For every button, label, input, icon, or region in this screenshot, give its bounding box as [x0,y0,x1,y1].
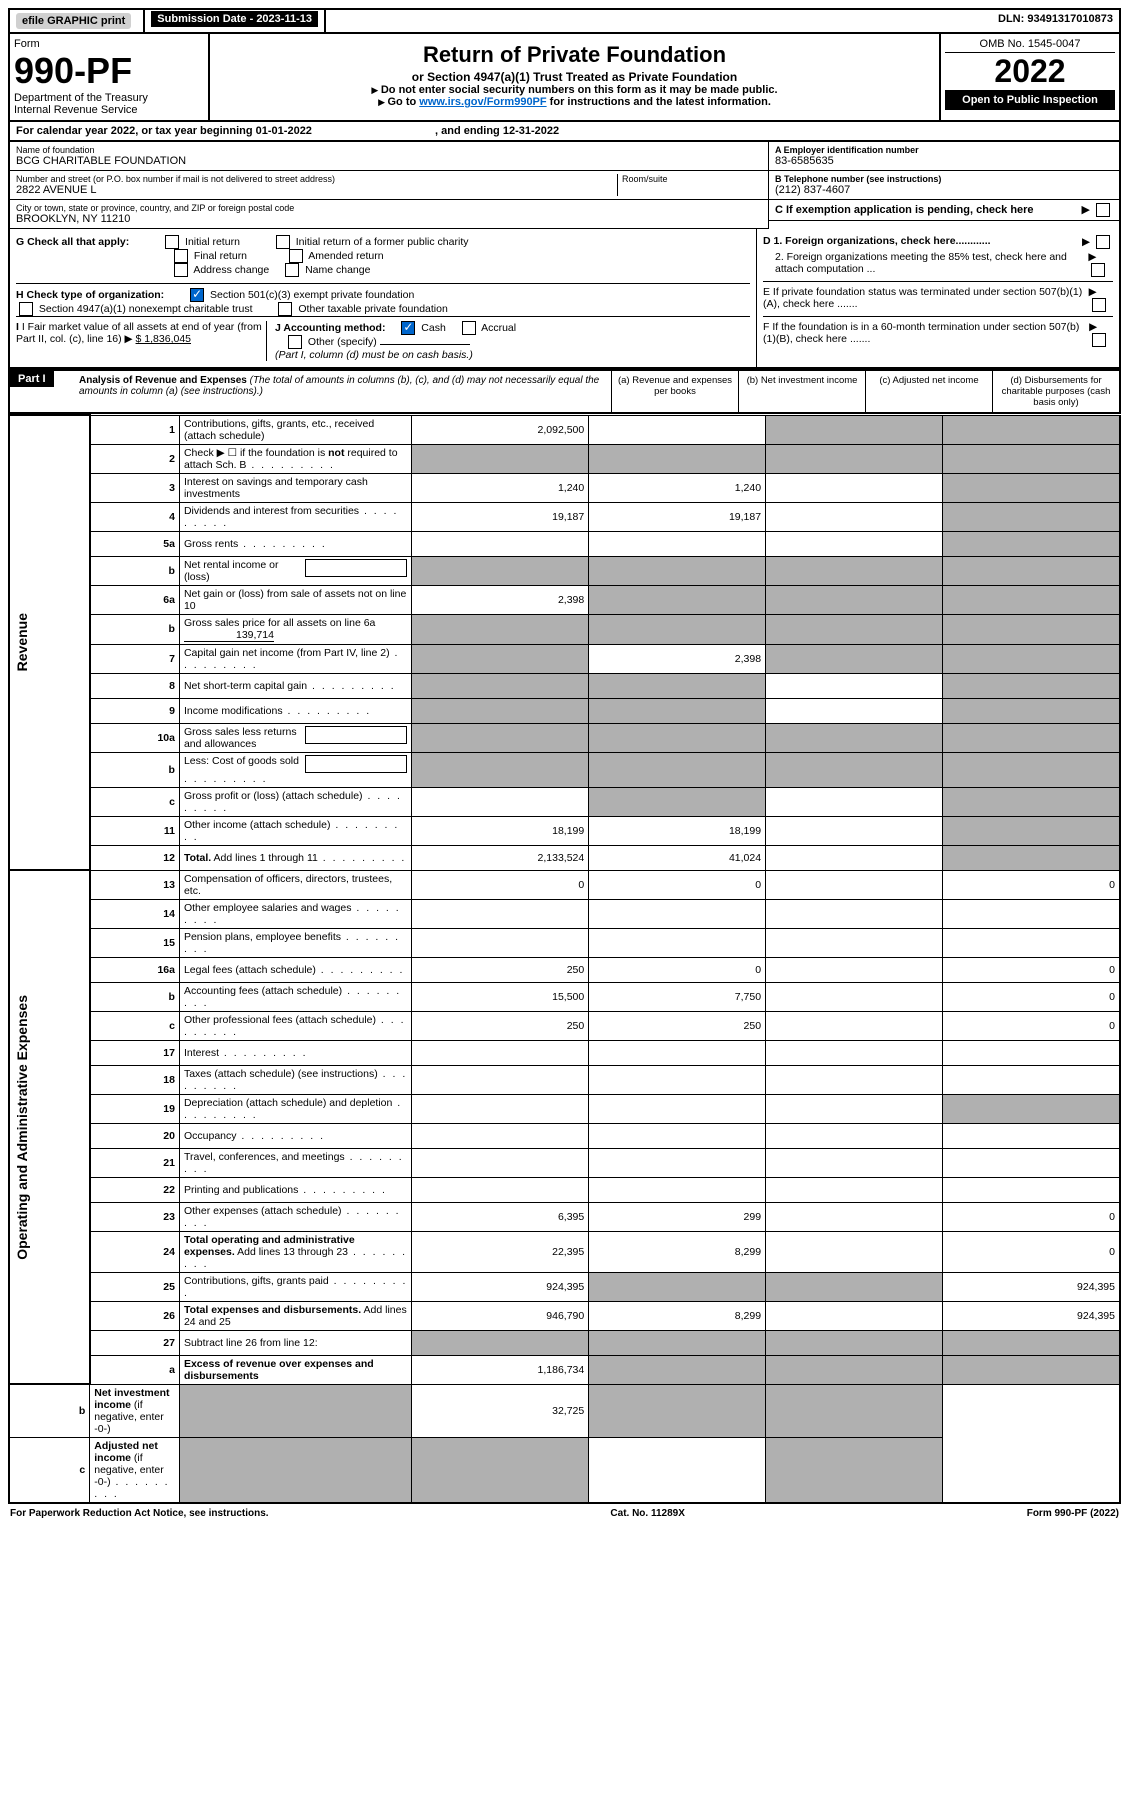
check-4947[interactable] [19,302,33,316]
form-title: Return of Private Foundation [216,42,933,68]
check-c[interactable] [1096,203,1110,217]
dept: Department of the Treasury [14,92,204,104]
table-row: 25Contributions, gifts, grants paid924,3… [9,1272,1120,1301]
check-amended[interactable] [289,249,303,263]
page-footer: For Paperwork Reduction Act Notice, see … [8,1504,1121,1523]
table-row: cOther professional fees (attach schedul… [9,1011,1120,1040]
col-c: (c) Adjusted net income [865,371,992,412]
table-row: bNet rental income or (loss) [9,556,1120,585]
table-row: 9Income modifications [9,698,1120,723]
form-label: Form [14,38,204,50]
table-row: 21Travel, conferences, and meetings [9,1148,1120,1177]
telephone: (212) 837-4607 [775,184,1113,196]
check-section: G Check all that apply: Initial return I… [8,229,1121,369]
note1: Do not enter social security numbers on … [381,84,778,96]
table-row: 4Dividends and interest from securities1… [9,502,1120,531]
check-initial-former[interactable] [276,235,290,249]
check-initial[interactable] [165,235,179,249]
address: 2822 AVENUE L [16,184,617,196]
fmv-value: $ 1,836,045 [136,333,191,345]
table-row: 17Interest [9,1040,1120,1065]
table-row: 22Printing and publications [9,1177,1120,1202]
efile-btn[interactable]: efile GRAPHIC print [16,13,131,29]
calendar-year-row: For calendar year 2022, or tax year begi… [8,122,1121,142]
table-row: bAccounting fees (attach schedule)15,500… [9,982,1120,1011]
revenue-label: Revenue [14,613,30,671]
city-state-zip: BROOKLYN, NY 11210 [16,213,762,225]
table-row: 12Total. Add lines 1 through 112,133,524… [9,845,1120,870]
entity-info: Name of foundation BCG CHARITABLE FOUNDA… [8,142,1121,229]
form-subtitle: or Section 4947(a)(1) Trust Treated as P… [216,70,933,84]
expenses-label: Operating and Administrative Expenses [14,995,30,1260]
table-row: aExcess of revenue over expenses and dis… [9,1355,1120,1384]
table-row: 11Other income (attach schedule)18,19918… [9,816,1120,845]
col-a: (a) Revenue and expenses per books [611,371,738,412]
table-row: 16aLegal fees (attach schedule)25000 [9,957,1120,982]
form-header: Form 990-PF Department of the Treasury I… [8,34,1121,122]
table-row: 14Other employee salaries and wages [9,899,1120,928]
check-501c3[interactable] [190,288,204,302]
table-row: 24Total operating and administrative exp… [9,1231,1120,1272]
table-row: bLess: Cost of goods sold [9,752,1120,787]
table-row: cAdjusted net income (if negative, enter… [9,1437,1120,1503]
dln: DLN: 93491317010873 [992,10,1119,32]
check-accrual[interactable] [462,321,476,335]
omb: OMB No. 1545-0047 [945,38,1115,53]
table-row: 18Taxes (attach schedule) (see instructi… [9,1065,1120,1094]
table-row: 20Occupancy [9,1123,1120,1148]
table-row: 5aGross rents [9,531,1120,556]
table-row: bGross sales price for all assets on lin… [9,614,1120,644]
tax-year: 2022 [945,53,1115,90]
form-number: 990-PF [14,50,204,92]
check-address[interactable] [174,263,188,277]
table-row: cGross profit or (loss) (attach schedule… [9,787,1120,816]
table-row: 6aNet gain or (loss) from sale of assets… [9,585,1120,614]
ein: 83-6585635 [775,155,1113,167]
analysis-table: Revenue1Contributions, gifts, grants, et… [8,414,1121,1504]
topbar: efile GRAPHIC print Submission Date - 20… [8,8,1121,34]
submission-badge: Submission Date - 2023-11-13 [151,11,318,27]
table-row: 2Check ▶ ☐ if the foundation is not requ… [9,444,1120,473]
table-row: Revenue1Contributions, gifts, grants, et… [9,415,1120,444]
col-d: (d) Disbursements for charitable purpose… [992,371,1119,412]
check-other-method[interactable] [288,335,302,349]
table-row: 8Net short-term capital gain [9,673,1120,698]
check-d1[interactable] [1096,235,1110,249]
irs-link[interactable]: www.irs.gov/Form990PF [419,96,546,108]
irs: Internal Revenue Service [14,104,204,116]
check-d2[interactable] [1091,263,1105,277]
table-row: 27Subtract line 26 from line 12: [9,1330,1120,1355]
table-row: 15Pension plans, employee benefits [9,928,1120,957]
check-cash[interactable] [401,321,415,335]
check-f[interactable] [1092,333,1106,347]
part1-header: Part I Analysis of Revenue and Expenses … [8,369,1121,414]
table-row: 26Total expenses and disbursements. Add … [9,1301,1120,1330]
check-final[interactable] [174,249,188,263]
foundation-name: BCG CHARITABLE FOUNDATION [16,155,762,167]
table-row: 3Interest on savings and temporary cash … [9,473,1120,502]
check-name[interactable] [285,263,299,277]
table-row: 23Other expenses (attach schedule)6,3952… [9,1202,1120,1231]
table-row: bNet investment income (if negative, ent… [9,1384,1120,1437]
check-other-tax[interactable] [278,302,292,316]
table-row: Operating and Administrative Expenses13C… [9,870,1120,899]
open-public: Open to Public Inspection [945,90,1115,110]
col-b: (b) Net investment income [738,371,865,412]
table-row: 19Depreciation (attach schedule) and dep… [9,1094,1120,1123]
table-row: 10aGross sales less returns and allowanc… [9,723,1120,752]
check-e[interactable] [1092,298,1106,312]
table-row: 7Capital gain net income (from Part IV, … [9,644,1120,673]
